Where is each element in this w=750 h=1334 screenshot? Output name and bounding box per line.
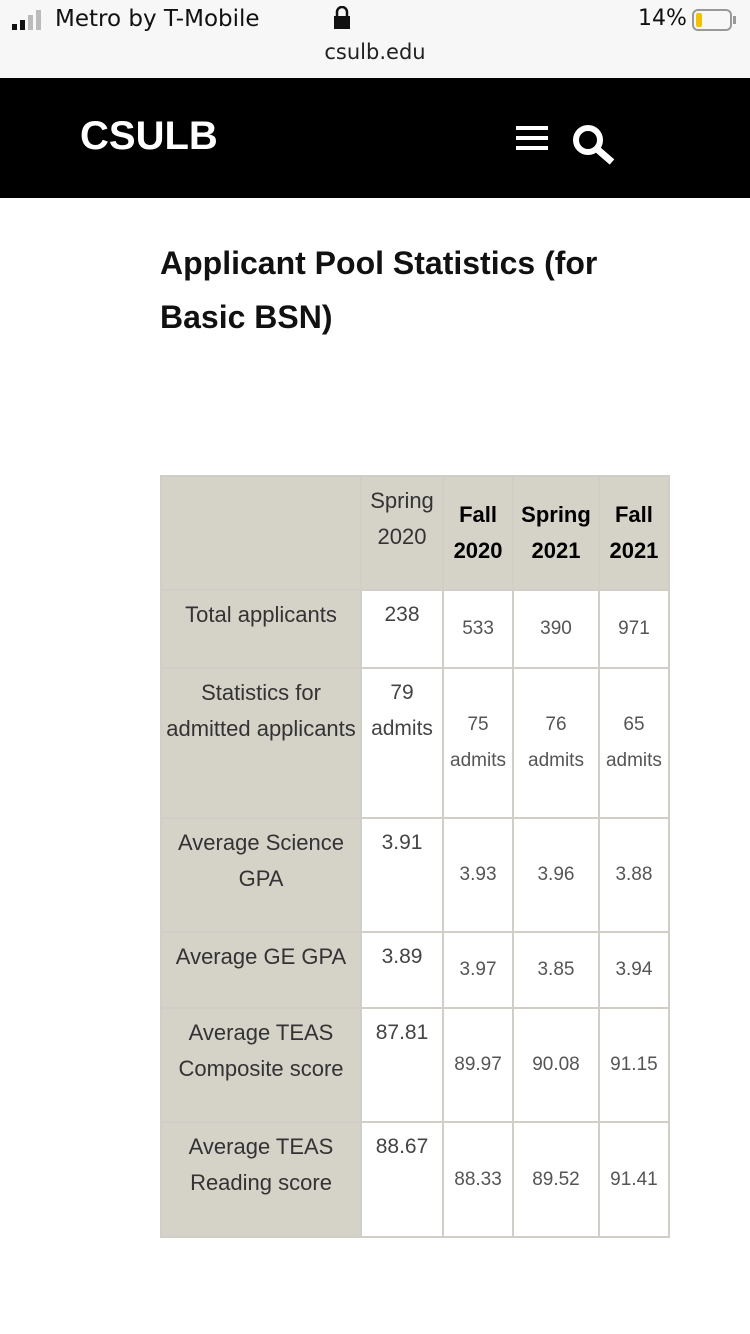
- cell: 3.93: [441, 817, 515, 933]
- cell: 3.96: [512, 817, 600, 933]
- cell: 79 admits: [360, 667, 444, 819]
- cell: 65 admits: [597, 667, 671, 819]
- url[interactable]: csulb.edu: [324, 40, 426, 64]
- cell: 76 admits: [512, 667, 600, 819]
- row-label: Average TEAS Composite score: [160, 1007, 362, 1123]
- cell: 89.52: [512, 1121, 600, 1238]
- column-header: Spring 2021: [512, 475, 600, 591]
- site-header: CSULB: [0, 78, 750, 198]
- lock-icon: [334, 6, 350, 29]
- cell: 90.08: [512, 1007, 600, 1123]
- table-row: Average Science GPA 3.91 3.93 3.96 3.88: [160, 817, 671, 933]
- table-row: Average TEAS Composite score 87.81 89.97 90…: [160, 1007, 671, 1123]
- cell: 238: [360, 589, 444, 669]
- row-label: Average GE GPA: [160, 931, 362, 1009]
- table-row: Average TEAS Reading score 88.67 88.33 89.5…: [160, 1121, 671, 1238]
- cell: 89.97: [441, 1007, 515, 1123]
- table-row: Total applicants 238 533 390 971: [160, 589, 671, 669]
- page-title: Applicant Pool Statistics (for Basic BSN…: [160, 245, 598, 335]
- column-header: Fall 2021: [597, 475, 671, 591]
- cell: 3.94: [597, 931, 671, 1009]
- column-header: Fall 2020: [441, 475, 515, 591]
- logo[interactable]: CSULB: [80, 114, 218, 158]
- cell: 3.85: [512, 931, 600, 1009]
- cell: 3.88: [597, 817, 671, 933]
- cell: 3.97: [441, 931, 515, 1009]
- row-label: Average TEAS Reading score: [160, 1121, 362, 1238]
- cell: 88.33: [441, 1121, 515, 1238]
- battery-icon: [692, 9, 736, 31]
- cell: 390: [512, 589, 600, 669]
- header-row: Spring 2020 Fall 2020 Spring 2021 Fall 2021: [160, 475, 671, 591]
- corner-cell: [160, 475, 362, 591]
- stats-table: Spring 2020 Fall 2020 Spring 2021 Fall 2021…: [160, 475, 671, 1238]
- table-row: Average GE GPA 3.89 3.97 3.85 3.94: [160, 931, 671, 1009]
- table-row: Statistics for admitted applicants 79 adm…: [160, 667, 671, 819]
- row-label: Average Science GPA: [160, 817, 362, 933]
- cell: 91.15: [597, 1007, 671, 1123]
- carrier: Metro by T-Mobile: [55, 6, 260, 32]
- column-header: Spring 2020: [360, 475, 444, 591]
- cell: 75 admits: [441, 667, 515, 819]
- battery-percent: 14%: [638, 6, 687, 31]
- cell: 533: [441, 589, 515, 669]
- cell: 971: [597, 589, 671, 669]
- cell: 88.67: [360, 1121, 444, 1238]
- nav-icons[interactable]: [516, 124, 620, 166]
- cell: 91.41: [597, 1121, 671, 1238]
- row-label: Total applicants: [160, 589, 362, 669]
- status-bar: Metro by T-Mobile 14% csulb.edu: [0, 0, 750, 78]
- cell: 3.89: [360, 931, 444, 1009]
- cell: 3.91: [360, 817, 444, 933]
- row-label: Statistics for admitted applicants: [160, 667, 362, 819]
- signal-icon: [12, 10, 41, 30]
- cell: 87.81: [360, 1007, 444, 1123]
